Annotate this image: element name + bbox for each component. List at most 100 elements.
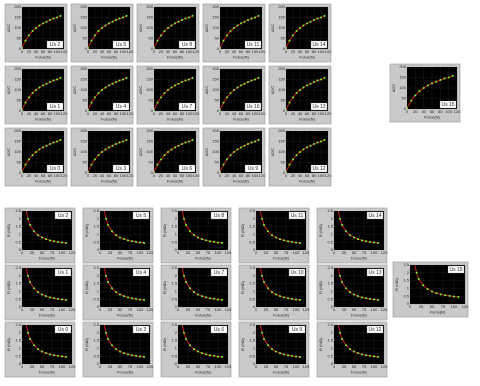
- data-point: [181, 19, 183, 22]
- data-point: [27, 217, 29, 220]
- x-tick-label: 20: [27, 173, 32, 178]
- x-tick-label: 40: [34, 49, 39, 54]
- y-tick-label: 100: [80, 149, 87, 154]
- x-tick-label: 75: [50, 364, 55, 369]
- x-tick-label: 80: [114, 173, 119, 178]
- data-point: [108, 84, 110, 87]
- y-tick-label: 50: [83, 36, 88, 41]
- y-tick-label: 0: [175, 361, 178, 366]
- y-tick-label: 0: [217, 108, 220, 113]
- y-tick-label: 2: [97, 330, 100, 335]
- x-tick-label: 120: [127, 173, 134, 178]
- x-tick-label: 100: [59, 307, 66, 312]
- sensor-label-box: [112, 102, 130, 111]
- plot-content: [259, 325, 301, 358]
- data-point: [267, 287, 269, 290]
- x-tick-label: 40: [34, 111, 39, 116]
- data-point: [122, 140, 124, 143]
- x-tick-label: 60: [239, 173, 244, 178]
- data-point: [111, 82, 114, 85]
- y-tick-label: 100: [146, 87, 153, 92]
- data-point: [209, 240, 211, 243]
- data-point: [111, 287, 113, 290]
- y-tick-label: 2: [97, 216, 100, 221]
- data-point: [61, 241, 63, 244]
- plot-content: [103, 211, 145, 244]
- x-axis-label: Force(N): [233, 117, 249, 122]
- y-tick-label: 2.5: [327, 322, 333, 327]
- y-tick-label: 0: [253, 361, 256, 366]
- data-point: [31, 92, 34, 95]
- data-point: [323, 14, 326, 17]
- data-point: [299, 151, 301, 153]
- sensor-label: Us 2: [58, 213, 69, 219]
- data-point: [163, 92, 166, 95]
- sensor-label: Us 0: [58, 327, 69, 333]
- data-point: [422, 284, 425, 287]
- x-axis-label: Force(N): [351, 256, 367, 261]
- x-tick-label: 0: [21, 111, 24, 116]
- x-tick-label: 0: [285, 111, 288, 116]
- data-point: [31, 30, 34, 33]
- x-axis-label: Force(N): [233, 179, 249, 184]
- data-point: [118, 79, 121, 82]
- data-point: [59, 76, 62, 79]
- x-tick-label: 75: [441, 304, 446, 309]
- y-tick-label: 0: [151, 170, 154, 175]
- data-point: [104, 24, 107, 27]
- y-tick-label: 0.5: [15, 239, 21, 244]
- data-point: [57, 240, 59, 243]
- y-tick-label: 2.5: [403, 262, 409, 267]
- y-tick-label: 2: [97, 273, 100, 278]
- data-point: [174, 146, 176, 149]
- y-tick-label: 1: [97, 288, 100, 293]
- data-point: [261, 331, 263, 334]
- data-point: [240, 84, 242, 87]
- sensor-label-box: [210, 268, 228, 277]
- data-point: [361, 296, 363, 299]
- data-point: [38, 148, 41, 151]
- y-axis-label: ADC: [204, 24, 209, 33]
- x-tick-label: 60: [305, 49, 310, 54]
- y-tick-label: 0: [331, 304, 334, 309]
- data-point: [52, 141, 55, 144]
- data-point: [292, 96, 294, 99]
- data-point: [49, 239, 51, 242]
- data-point: [28, 158, 30, 161]
- data-point: [373, 298, 375, 301]
- y-tick-label: 200: [278, 66, 285, 71]
- data-point: [339, 274, 341, 277]
- data-point: [22, 108, 23, 111]
- x-tick-label: 20: [413, 109, 418, 114]
- sensor-label-box: [288, 325, 306, 334]
- x-tick-label: 100: [215, 364, 222, 369]
- x-tick-label: 80: [246, 49, 251, 54]
- y-tick-label: 0: [151, 108, 154, 113]
- y-tick-label: 100: [278, 149, 285, 154]
- y-tick-label: 0.5: [15, 296, 21, 301]
- plot-content: [103, 268, 145, 301]
- data-point: [320, 16, 322, 19]
- x-tick-label: 80: [48, 49, 53, 54]
- x-tick-label: 60: [107, 173, 112, 178]
- sensor-label: Us 1: [58, 270, 69, 276]
- data-point: [291, 354, 293, 357]
- data-point: [45, 20, 48, 23]
- data-point: [236, 86, 239, 89]
- y-axis-label: ADC: [138, 148, 143, 157]
- y-tick-label: 0.5: [171, 239, 177, 244]
- y-tick-label: 150: [146, 77, 153, 82]
- plot-content: [259, 211, 301, 244]
- y-tick-label: 2: [175, 273, 178, 278]
- data-point: [160, 96, 162, 99]
- data-point: [240, 22, 242, 25]
- x-tick-label: 50: [118, 307, 123, 312]
- y-tick-label: 50: [215, 160, 220, 165]
- x-tick-label: 25: [186, 307, 191, 312]
- x-axis-label: Force(N): [101, 55, 117, 60]
- data-point: [306, 22, 308, 25]
- data-point: [243, 20, 246, 23]
